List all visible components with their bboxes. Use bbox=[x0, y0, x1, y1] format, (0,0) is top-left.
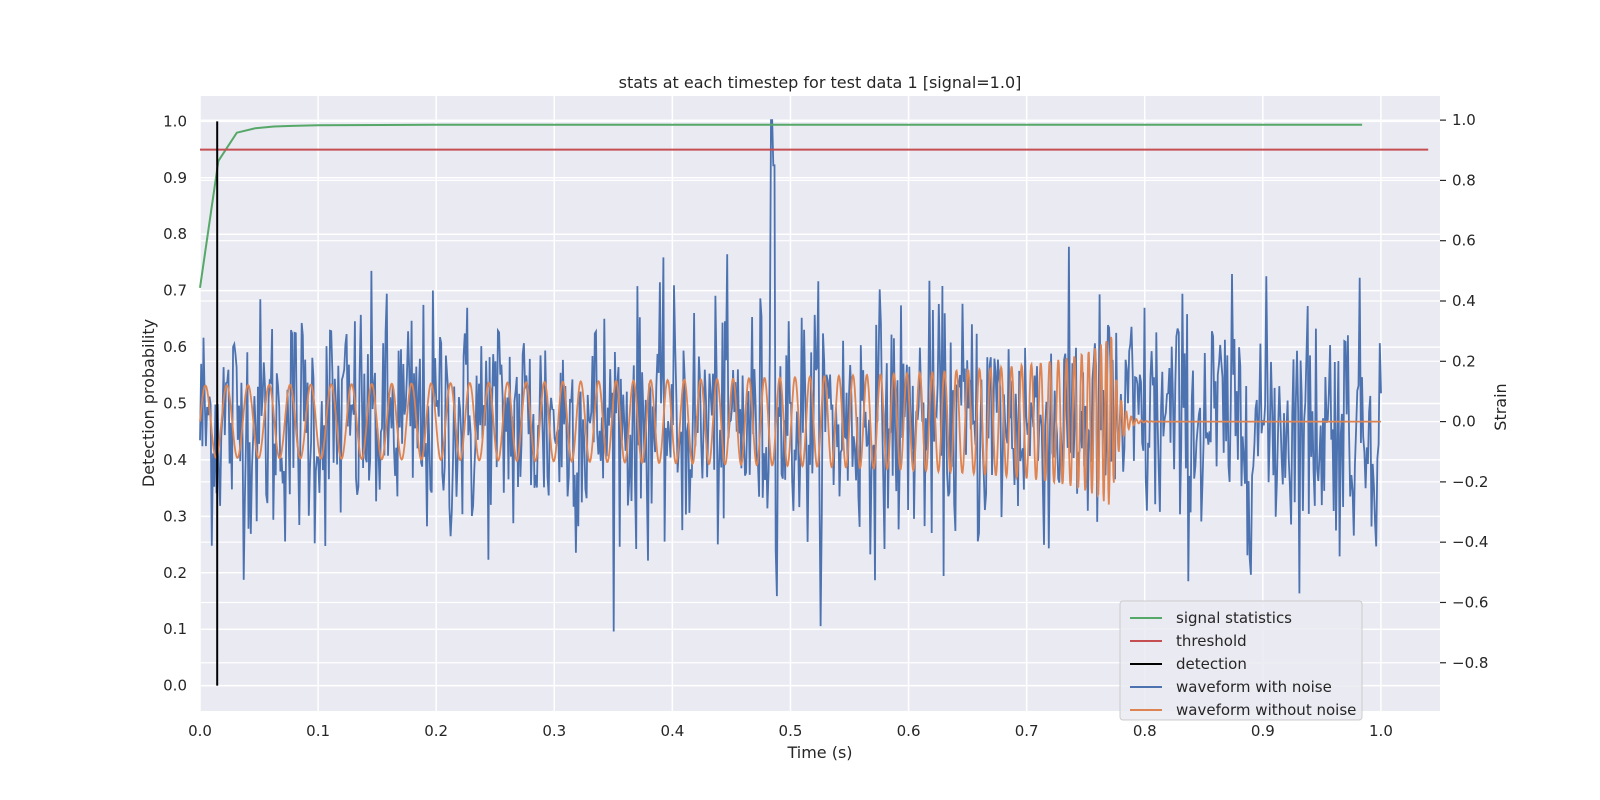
x-tick-label: 0.8 bbox=[1133, 722, 1157, 740]
y2-tick-label: 1.0 bbox=[1452, 111, 1476, 129]
x-tick-label: 0.1 bbox=[306, 722, 330, 740]
y2-tick-label: 0.0 bbox=[1452, 413, 1476, 431]
stat-lines bbox=[199, 121, 1429, 686]
y-tick-label: 0.9 bbox=[163, 169, 187, 187]
waveform-with-noise-line bbox=[199, 119, 1382, 632]
legend-label: waveform with noise bbox=[1176, 678, 1332, 696]
y-tick-label: 0.3 bbox=[163, 507, 187, 525]
y2-tick-label: −0.8 bbox=[1452, 654, 1488, 672]
y2-axis-label: Strain bbox=[1491, 383, 1510, 430]
x-tick-label: 0.2 bbox=[424, 722, 448, 740]
x-tick-label: 0.5 bbox=[779, 722, 803, 740]
x-axis-label: Time (s) bbox=[786, 743, 852, 762]
x-tick-label: 0.9 bbox=[1251, 722, 1275, 740]
y-tick-label: 0.2 bbox=[163, 564, 187, 582]
waveforms bbox=[199, 119, 1382, 632]
waveform-without-noise-line bbox=[199, 336, 1381, 505]
chart-title: stats at each timestep for test data 1 [… bbox=[619, 73, 1022, 92]
legend-label: detection bbox=[1176, 655, 1247, 673]
y-axis-label: Detection probability bbox=[139, 319, 158, 487]
y-tick-label: 0.5 bbox=[163, 395, 187, 413]
y2-tick-label: 0.8 bbox=[1452, 171, 1476, 189]
y-tick-label: 0.8 bbox=[163, 225, 187, 243]
y-tick-label: 0.0 bbox=[163, 677, 187, 695]
y-tick-label: 0.4 bbox=[163, 451, 187, 469]
y2-tick-label: 0.6 bbox=[1452, 232, 1476, 250]
y-tick-label: 0.7 bbox=[163, 282, 187, 300]
x-tick-label: 0.0 bbox=[188, 722, 212, 740]
y-tick-label: 0.6 bbox=[163, 338, 187, 356]
legend-box bbox=[1119, 600, 1363, 721]
signal-statistics-line bbox=[199, 123, 1363, 288]
x-tick-label: 0.4 bbox=[660, 722, 684, 740]
ticks: 0.0 0.1 0.2 0.3 0.4 0.5 0.6 0.7 0.8 0.9 1.0 0.0 0.1 0… bbox=[163, 111, 1488, 740]
x-tick-label: 0.3 bbox=[542, 722, 566, 740]
y2-tick-label: 0.2 bbox=[1452, 352, 1476, 370]
x-tick-label: 0.7 bbox=[1015, 722, 1039, 740]
y2-tick-label: −0.6 bbox=[1452, 593, 1488, 611]
x-tick-label: 0.6 bbox=[897, 722, 921, 740]
legend: signal statistics threshold detection wavef… bbox=[1119, 600, 1363, 721]
legend-label: signal statistics bbox=[1176, 609, 1292, 627]
y2-tick-label: −0.2 bbox=[1452, 473, 1488, 491]
x-tick-label: 1.0 bbox=[1369, 722, 1393, 740]
legend-label: waveform without noise bbox=[1176, 701, 1356, 719]
y-tick-label: 1.0 bbox=[163, 112, 187, 130]
y2-tick-label: 0.4 bbox=[1452, 292, 1476, 310]
y-tick-label: 0.1 bbox=[163, 620, 187, 638]
y2-tick-label: −0.4 bbox=[1452, 533, 1488, 551]
legend-label: threshold bbox=[1176, 632, 1247, 650]
